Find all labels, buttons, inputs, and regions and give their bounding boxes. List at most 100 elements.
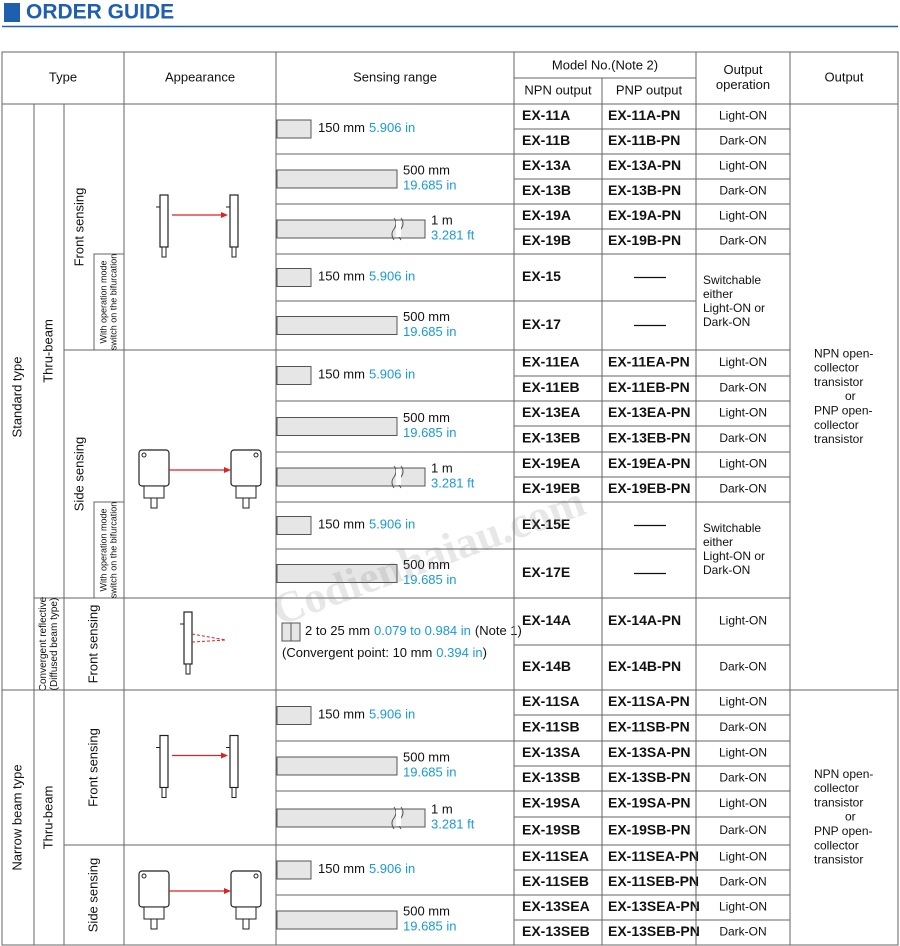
- range-metric: 1 m: [431, 460, 453, 475]
- sensor-cable: [231, 787, 237, 798]
- range-bar: [276, 219, 426, 239]
- pnp-model: EX-13SA-PN: [608, 744, 690, 760]
- type-level3: Front sensing: [71, 188, 86, 267]
- range-metric: 1 m: [431, 801, 453, 816]
- type-level1: Standard type: [9, 357, 24, 438]
- sensor-body: [183, 611, 193, 665]
- range-note: (Note 1): [475, 623, 522, 638]
- npn-model: EX-19B: [522, 232, 571, 248]
- sensor-cable: [161, 787, 167, 798]
- output-operation: Dark-ON: [719, 134, 766, 148]
- range-imperial: 5.906 in: [369, 120, 415, 135]
- mode-note: With operation mode: [98, 260, 108, 343]
- npn-model: EX-13EA: [522, 404, 580, 420]
- output-type: transistor: [814, 795, 863, 809]
- output-operation: Light-ON: [719, 355, 767, 369]
- title-mark: [4, 3, 20, 22]
- range-text: (Convergent point: 10 mm 0.394 in): [282, 645, 487, 660]
- range-metric: 500 mm: [403, 309, 450, 324]
- sensor-base: [143, 906, 165, 920]
- npn-model: EX-15: [522, 268, 561, 284]
- type-level2: (Diffused beam type): [49, 598, 60, 691]
- range-text: 150 mm 5.906 in: [318, 861, 415, 876]
- range-imperial: 19.685 in: [403, 572, 457, 587]
- npn-model: EX-13B: [522, 182, 571, 198]
- pnp-model: EX-13EB-PN: [608, 430, 690, 446]
- range-metric: 150 mm: [318, 517, 365, 532]
- range-imperial: 5.906 in: [369, 707, 415, 722]
- sensor-body: [138, 870, 170, 908]
- beam: [191, 633, 227, 641]
- output-operation: Dark-ON: [703, 315, 750, 329]
- range-bar: [276, 268, 312, 287]
- pnp-model: EX-13A-PN: [608, 157, 681, 173]
- output-operation: either: [703, 287, 733, 301]
- output-operation: Dark-ON: [719, 184, 766, 198]
- output-operation: Light-ON: [719, 109, 767, 123]
- appearance-icon: [156, 734, 239, 798]
- beam-head: [224, 467, 231, 473]
- output-operation: Dark-ON: [719, 925, 766, 939]
- output-operation: Dark-ON: [719, 482, 766, 496]
- beam-head: [224, 888, 231, 894]
- output-operation: Light-ON: [719, 796, 767, 810]
- npn-model: EX-19SA: [522, 795, 580, 811]
- output-operation: Dark-ON: [719, 431, 766, 445]
- npn-model: EX-11A: [522, 107, 570, 123]
- sensor-cable: [242, 918, 250, 930]
- range-bar: [276, 366, 312, 385]
- output-type: transistor: [814, 853, 863, 867]
- output-operation: Switchable: [703, 521, 761, 535]
- npn-model: EX-13SEA: [522, 898, 590, 914]
- sensor-body: [229, 734, 239, 789]
- output-operation: Dark-ON: [719, 771, 766, 785]
- range-metric: 500 mm: [403, 557, 450, 572]
- range-gap: [396, 810, 401, 826]
- range-imperial: 19.685 in: [403, 764, 457, 779]
- pnp-model: EX-13EA-PN: [608, 404, 690, 420]
- beam-head: [221, 752, 228, 759]
- sensor-cable: [231, 246, 237, 258]
- sensor-body: [230, 870, 262, 908]
- range-point-end: ): [483, 645, 487, 660]
- range-bar: [276, 808, 426, 828]
- range-imperial: 3.281 ft: [431, 227, 475, 242]
- range-metric: 500 mm: [403, 410, 450, 425]
- pnp-model: EX-19B-PN: [608, 232, 681, 248]
- range-metric: 500 mm: [403, 903, 450, 918]
- npn-model: EX-19A: [522, 207, 571, 223]
- sensor-cable: [150, 497, 158, 509]
- output-operation: Light-ON: [719, 850, 767, 864]
- sensor-cable: [242, 497, 250, 509]
- range-metric: 500 mm: [403, 749, 450, 764]
- beam: [191, 639, 227, 643]
- output-operation: Light-ON: [719, 695, 767, 709]
- npn-model: EX-11SB: [522, 719, 580, 735]
- output-operation: Light-ON: [719, 159, 767, 173]
- range-bar: [276, 860, 312, 880]
- npn-model: EX-13SB: [522, 769, 580, 785]
- npn-model: EX-11SEA: [522, 848, 589, 864]
- range-bar: [276, 910, 398, 930]
- range-imperial: 19.685 in: [403, 177, 457, 192]
- table-cell: [123, 103, 277, 351]
- npn-model: EX-11SA: [522, 693, 580, 709]
- pnp-model: EX-13SEB-PN: [608, 923, 700, 939]
- output-type: transistor: [814, 375, 863, 389]
- output-operation: Dark-ON: [719, 660, 766, 674]
- range-text: 2 to 25 mm 0.079 to 0.984 in (Note 1): [305, 623, 522, 638]
- pnp-model: EX-11SA-PN: [608, 693, 690, 709]
- npn-model: EX-19EA: [522, 455, 580, 471]
- appearance-icon: [156, 194, 239, 258]
- range-bar: [276, 316, 398, 335]
- sensor-body: [230, 449, 262, 487]
- output-operation: Dark-ON: [703, 563, 750, 577]
- range-bar: [276, 756, 398, 776]
- sensor-body: [159, 194, 169, 248]
- range-text: 150 mm 5.906 in: [318, 269, 415, 284]
- range-bar: [276, 706, 312, 725]
- header-pnp: PNP output: [616, 82, 683, 97]
- range-imperial: 19.685 in: [403, 324, 457, 339]
- output-operation: Dark-ON: [719, 234, 766, 248]
- pnp-model: EX-11SB-PN: [608, 719, 690, 735]
